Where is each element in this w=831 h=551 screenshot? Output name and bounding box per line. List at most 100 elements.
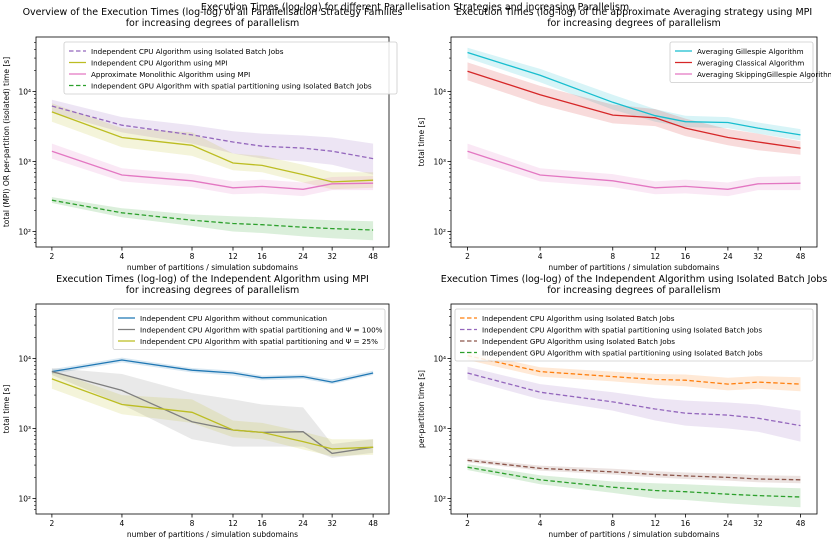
legend-box — [63, 41, 398, 95]
x-tick-label: 12 — [228, 519, 238, 528]
x-tick-label: 2 — [49, 252, 54, 261]
plot-area — [467, 47, 801, 197]
series-line — [467, 372, 801, 427]
x-tick-label: 48 — [796, 519, 806, 528]
figure-suptitle: Execution Times (log-log) for different … — [201, 2, 629, 13]
y-axis-label: per-partition time [s] — [417, 370, 426, 448]
x-tick-label: 16 — [681, 519, 691, 528]
series-band — [51, 143, 374, 197]
chart-panel-overview: Overview of the Execution Times (log-log… — [2, 7, 402, 272]
legend-entry: Independent GPU Algorithm using Isolated… — [482, 337, 675, 346]
chart-panel-isolated-batch: Execution Times (log-log) of the Indepen… — [417, 274, 827, 539]
series-band — [467, 47, 801, 141]
axes-frame — [35, 303, 390, 515]
x-tick-label: 2 — [465, 252, 470, 261]
x-tick-label: 4 — [538, 252, 543, 261]
legend-entry: Independent CPU Algorithm with spatial p… — [482, 325, 762, 334]
x-tick-label: 32 — [327, 519, 337, 528]
chart-title-line: Execution Times (log-log) of the Indepen… — [441, 274, 828, 285]
y-tick-label: 10³ — [18, 424, 31, 433]
series-line — [51, 199, 374, 231]
y-tick-label: 10³ — [433, 424, 446, 433]
legend-box — [669, 41, 814, 83]
legend-entry: Averaging Classical Algorithm — [697, 58, 804, 67]
axes-frame — [35, 36, 390, 248]
legend-entry: Independent CPU Algorithm using Isolated… — [91, 47, 284, 56]
legend-entry: Averaging SkippingGillespie Algorithm — [697, 70, 831, 79]
series-line — [51, 378, 374, 450]
series-band — [51, 103, 374, 190]
series-line — [467, 466, 801, 498]
y-tick-label: 10³ — [433, 157, 446, 166]
legend-box — [112, 308, 386, 350]
x-tick-label: 16 — [257, 252, 267, 261]
x-axis-label: number of partitions / simulation subdom… — [127, 530, 298, 539]
x-tick-label: 2 — [465, 519, 470, 528]
series-band — [467, 464, 801, 508]
plot-area — [51, 357, 374, 458]
y-tick-label: 10² — [433, 494, 446, 503]
y-axis-label: total time [s] — [2, 385, 11, 434]
y-tick-label: 10⁴ — [18, 87, 31, 96]
y-axis-label: total (MPI) OR per-partition (isolated) … — [2, 57, 11, 227]
series-band — [467, 143, 801, 197]
x-tick-label: 48 — [368, 252, 378, 261]
legend-entry: Independent CPU Algorithm using Isolated… — [482, 314, 675, 323]
x-tick-label: 8 — [610, 252, 615, 261]
series-band — [467, 366, 801, 442]
x-tick-label: 4 — [120, 252, 125, 261]
series-band — [51, 368, 374, 458]
x-tick-label: 16 — [257, 519, 267, 528]
legend-entry: Independent CPU Algorithm with spatial p… — [140, 337, 378, 346]
chart-title-line: for increasing degrees of parallelism — [126, 18, 300, 29]
x-tick-label: 32 — [327, 252, 337, 261]
x-tick-label: 24 — [723, 519, 733, 528]
legend-entry: Independent GPU Algorithm with spatial p… — [91, 81, 372, 90]
legend-entry: Independent CPU Algorithm with spatial p… — [140, 325, 383, 334]
x-tick-label: 8 — [190, 519, 195, 528]
x-tick-label: 48 — [368, 519, 378, 528]
y-tick-label: 10⁴ — [433, 354, 446, 363]
series-line — [51, 359, 374, 383]
x-tick-label: 4 — [538, 519, 543, 528]
series-line — [51, 111, 374, 183]
y-tick-label: 10² — [18, 227, 31, 236]
legend-entry: Independent CPU Algorithm using MPI — [91, 58, 228, 67]
x-axis-label: number of partitions / simulation subdom… — [127, 263, 298, 272]
y-tick-label: 10⁴ — [18, 354, 31, 363]
chart-title-line: for increasing degrees of parallelism — [126, 285, 300, 296]
x-tick-label: 48 — [796, 252, 806, 261]
y-axis-label: total time [s] — [417, 118, 426, 167]
series-band — [51, 197, 374, 241]
axes-frame — [450, 303, 818, 515]
x-tick-label: 12 — [650, 252, 660, 261]
legend-entry: Approximate Monolithic Algorithm using M… — [91, 70, 250, 79]
y-tick-label: 10² — [18, 494, 31, 503]
x-tick-label: 24 — [298, 519, 308, 528]
x-axis-label: number of partitions / simulation subdom… — [548, 263, 719, 272]
series-line — [51, 150, 374, 190]
x-axis-label: number of partitions / simulation subdom… — [548, 530, 719, 539]
chart-title-line: for increasing degrees of parallelism — [547, 285, 721, 296]
legend-entry: Averaging Gillespie Algorithm — [697, 47, 804, 56]
chart-panel-independent-mpi: Execution Times (log-log) of the Indepen… — [2, 274, 390, 539]
x-tick-label: 32 — [753, 252, 763, 261]
x-tick-label: 12 — [228, 252, 238, 261]
plot-area — [467, 351, 801, 508]
legend: Independent CPU Algorithm using Isolated… — [63, 41, 398, 95]
y-tick-label: 10⁴ — [433, 87, 446, 96]
series-band — [467, 351, 801, 392]
series-band — [467, 458, 801, 484]
y-tick-label: 10³ — [18, 157, 31, 166]
y-tick-label: 10² — [433, 227, 446, 236]
x-tick-label: 4 — [120, 519, 125, 528]
x-tick-label: 24 — [298, 252, 308, 261]
x-tick-label: 24 — [723, 252, 733, 261]
legend-entry: Independent GPU Algorithm with spatial p… — [482, 348, 763, 357]
legend: Independent CPU Algorithm without commun… — [112, 308, 386, 350]
axes-frame — [450, 36, 818, 248]
chart-panel-averaging: Execution Times (log-log) of the approxi… — [417, 7, 831, 272]
series-line — [51, 105, 374, 160]
series-line — [467, 354, 801, 385]
